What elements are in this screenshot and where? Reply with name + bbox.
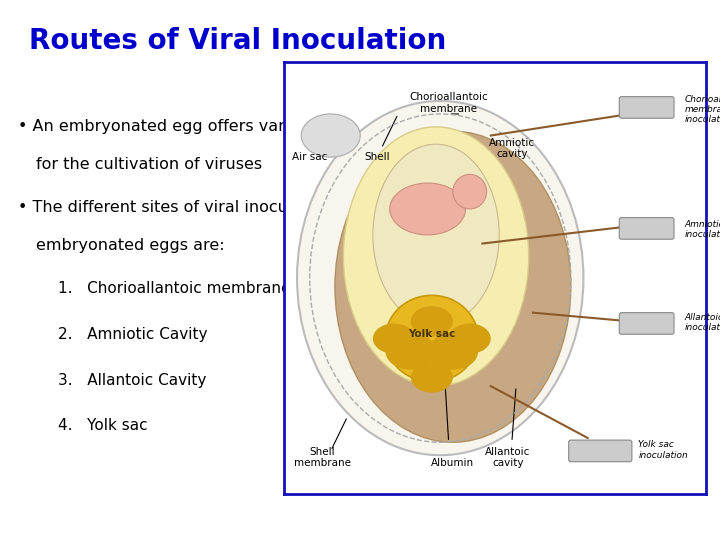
Ellipse shape	[411, 362, 453, 393]
Text: Amniotic
inoculation: Amniotic inoculation	[685, 220, 720, 239]
Ellipse shape	[385, 333, 436, 370]
Text: Allantoic
inoculation: Allantoic inoculation	[685, 313, 720, 332]
Text: 3.   Allantoic Cavity: 3. Allantoic Cavity	[58, 373, 206, 388]
Text: • An embryonated egg offers various sites: • An embryonated egg offers various site…	[18, 119, 360, 134]
Text: Shell
membrane: Shell membrane	[294, 447, 351, 468]
Ellipse shape	[411, 306, 453, 336]
Ellipse shape	[301, 114, 360, 157]
Text: Yolk sac: Yolk sac	[408, 329, 456, 339]
Ellipse shape	[373, 323, 415, 354]
Text: • The different sites of viral inoculation in: • The different sites of viral inoculati…	[18, 200, 353, 215]
Text: Shell: Shell	[364, 152, 390, 162]
Ellipse shape	[343, 127, 528, 386]
Text: for the cultivation of viruses: for the cultivation of viruses	[36, 157, 262, 172]
FancyBboxPatch shape	[619, 97, 674, 118]
Text: Amniotic
cavity: Amniotic cavity	[489, 138, 535, 159]
Text: 2.   Amniotic Cavity: 2. Amniotic Cavity	[58, 327, 207, 342]
Ellipse shape	[335, 131, 571, 442]
Ellipse shape	[428, 333, 478, 370]
FancyBboxPatch shape	[619, 313, 674, 334]
Text: Chorioallantoic
membrane
inoculation: Chorioallantoic membrane inoculation	[685, 94, 720, 124]
Text: 4.   Yolk sac: 4. Yolk sac	[58, 418, 147, 434]
Ellipse shape	[390, 183, 466, 235]
Text: Routes of Viral Inoculation: Routes of Viral Inoculation	[29, 27, 446, 55]
FancyBboxPatch shape	[619, 218, 674, 239]
Text: embryonated eggs are:: embryonated eggs are:	[36, 238, 225, 253]
Ellipse shape	[297, 101, 583, 455]
Ellipse shape	[453, 174, 487, 209]
Ellipse shape	[449, 323, 491, 354]
Text: Albumin: Albumin	[431, 458, 474, 468]
Text: 1.   Chorioallantoic membrane (CAM): 1. Chorioallantoic membrane (CAM)	[58, 281, 341, 296]
Text: Air sac: Air sac	[292, 152, 328, 162]
Ellipse shape	[385, 295, 478, 382]
Text: Chorioallantoic
membrane: Chorioallantoic membrane	[409, 92, 488, 114]
FancyBboxPatch shape	[569, 440, 632, 462]
Text: Yolk sac
inoculation: Yolk sac inoculation	[638, 440, 688, 460]
Ellipse shape	[373, 144, 499, 326]
Text: Allantoic
cavity: Allantoic cavity	[485, 447, 531, 468]
